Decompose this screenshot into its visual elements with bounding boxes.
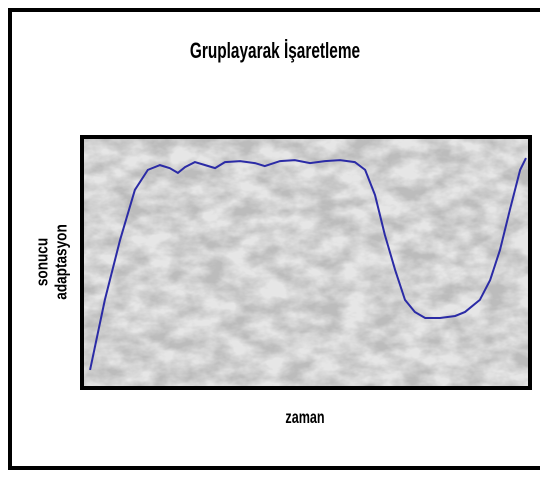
page: {"chart_data": { "type": "line", "title"…	[0, 0, 540, 479]
plot-texture	[82, 137, 530, 388]
chart-title: Gruplayarak İşaretleme	[190, 39, 360, 63]
x-axis-label: zaman	[285, 408, 324, 428]
y-axis-label: adaptasyon	[52, 224, 71, 299]
chart: Gruplayarak İşaretleme zaman sonucu adap…	[0, 0, 540, 479]
y-axis-label: sonucu	[33, 238, 52, 286]
